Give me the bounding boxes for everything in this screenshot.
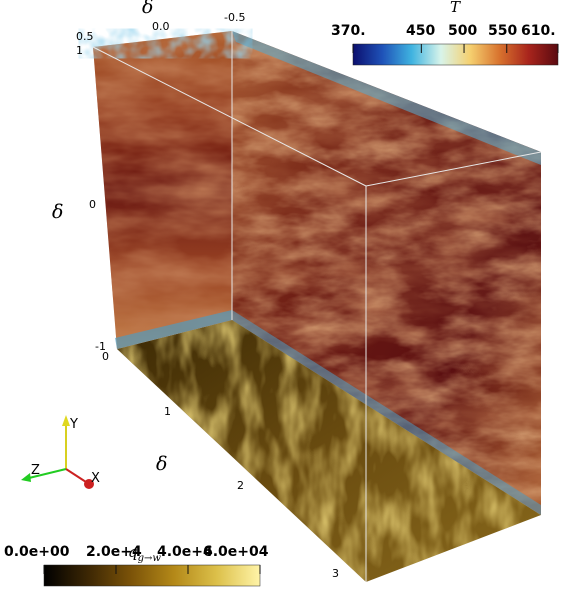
left-axis-tick-0: 1: [76, 44, 83, 57]
bottom-axis-tick-0: 0: [102, 350, 109, 363]
bottom-axis-tick-1: 1: [164, 405, 171, 418]
triad-x-label: X: [91, 471, 100, 486]
top-axis-tick-2: -0.5: [224, 11, 245, 24]
temperature-tick-label-3: 550: [488, 23, 517, 39]
heatflux-tick-marks: [43, 565, 261, 574]
triad-z-label: Z: [31, 463, 40, 478]
bottom-cold-edge-back: [232, 310, 541, 515]
top-axis-tick-1: 0.0: [152, 20, 170, 33]
bottom-axis-tick-2: 2: [237, 479, 244, 492]
temperature-colorbar-title: T: [450, 0, 461, 16]
triad-y-label: Y: [69, 417, 78, 432]
heatflux-colorbar-ramp: [43, 564, 261, 587]
left-axis-symbol: δ: [52, 201, 63, 223]
bottom-cold-edge-left: [115, 310, 232, 349]
bottom-axis-symbol: δ: [156, 453, 167, 475]
axis-annotations: δ 0.5 0.0 -0.5 δ 1 0 -1 δ 0 1 2 3: [52, 0, 339, 580]
heatflux-tick-label-1: 2.0e+4: [86, 544, 142, 560]
x-axis-arrow-icon: [84, 479, 94, 489]
temperature-tick-label-1: 450: [406, 23, 435, 39]
temperature-colorbar-ramp: [352, 43, 559, 66]
temperature-colorbar: T 370. 450 500 550 610.: [331, 0, 559, 66]
temperature-tick-label-4: 610.: [521, 23, 556, 39]
top-axis-tick-0: 0.5: [76, 30, 94, 43]
temperature-tick-label-2: 500: [448, 23, 477, 39]
heatflux-tick-labels: 0.0e+00 2.0e+4 4.0e+4 6.0e+04: [4, 544, 269, 560]
left-axis-tick-1: 0: [89, 198, 96, 211]
top-cold-edge-back: [232, 31, 541, 165]
heatflux-colorbar-title: qg→w: [128, 543, 161, 564]
temperature-tick-labels: 370. 450 500 550 610.: [331, 23, 556, 39]
temperature-tick-label-0: 370.: [331, 23, 366, 39]
y-axis-arrow-icon: [62, 415, 70, 426]
left-axis-tick-2: -1: [95, 340, 106, 353]
left-wall-temperature-field: [93, 31, 232, 349]
top-cold-edge: [93, 31, 238, 56]
heatflux-colorbar: qg→w 0.0e+00 2.0e+4 4.0e+4 6.0e+04: [4, 543, 269, 587]
box-outline: [92, 31, 542, 582]
heatflux-tick-label-2: 4.0e+4: [157, 544, 213, 560]
heatflux-tick-label-3: 6.0e+04: [203, 544, 269, 560]
heatflux-tick-label-0: 0.0e+00: [4, 544, 70, 560]
orientation-triad: Y Z X: [21, 415, 100, 489]
top-axis-symbol: δ: [142, 0, 153, 18]
bottom-axis-tick-3: 3: [332, 567, 339, 580]
heatflux-title-subscript: g→w: [138, 553, 162, 564]
temperature-tick-marks: [352, 44, 559, 53]
z-axis-arrow-icon: [21, 473, 31, 482]
heatflux-title-main: q: [128, 543, 138, 561]
